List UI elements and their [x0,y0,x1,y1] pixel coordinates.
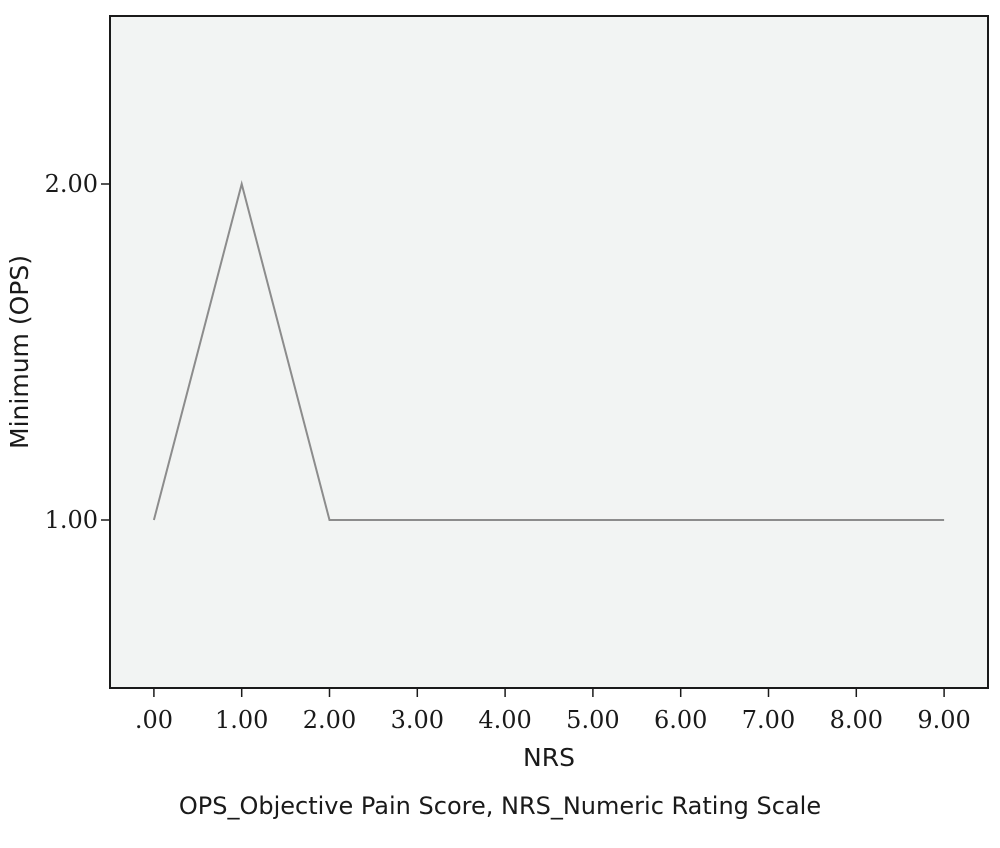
plot-area [109,15,989,689]
x-tick-label: 7.00 [742,706,795,734]
chart-caption: OPS_Objective Pain Score, NRS_Numeric Ra… [178,792,822,820]
x-axis: .00 1.00 2.00 3.00 4.00 5.00 6.00 7.00 8.00 9.00 [135,688,971,734]
y-axis-label: Minimum (OPS) [5,255,34,449]
y-tick-label: 1.00 [45,506,98,534]
x-tick-label: 9.00 [917,706,970,734]
y-axis: 1.00 2.00 [45,170,110,534]
x-tick-label: 8.00 [830,706,883,734]
x-tick-label: 3.00 [391,706,444,734]
x-tick-label: 2.00 [303,706,356,734]
x-tick-label: .00 [135,706,173,734]
chart-marks [152,180,945,521]
series-line-1 [152,180,945,521]
x-axis-label: NRS [523,743,575,772]
y-tick-label: 2.00 [45,170,98,198]
x-tick-label: 4.00 [478,706,531,734]
x-tick-label: 5.00 [566,706,619,734]
x-tick-label: 6.00 [654,706,707,734]
x-tick-label: 1.00 [215,706,268,734]
